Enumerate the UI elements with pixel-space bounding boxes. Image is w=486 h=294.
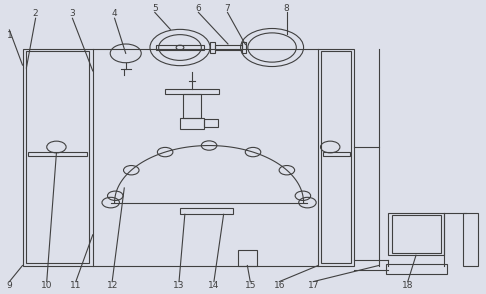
Text: 2: 2 <box>33 9 38 18</box>
Bar <box>26 51 89 263</box>
Bar <box>183 94 201 118</box>
Text: 14: 14 <box>208 281 220 290</box>
Bar <box>156 45 204 51</box>
Text: 10: 10 <box>41 281 52 290</box>
Text: 17: 17 <box>308 281 319 290</box>
Text: 6: 6 <box>195 4 201 13</box>
Bar <box>165 89 219 94</box>
Text: 13: 13 <box>174 281 185 290</box>
Bar <box>242 42 246 53</box>
Bar <box>464 213 478 265</box>
Text: 5: 5 <box>152 4 157 13</box>
Bar <box>323 152 349 156</box>
Text: 15: 15 <box>244 281 256 290</box>
Text: 9: 9 <box>6 281 12 290</box>
Text: 12: 12 <box>106 281 118 290</box>
Bar <box>321 51 350 263</box>
Bar <box>180 208 233 214</box>
Text: 4: 4 <box>112 9 118 18</box>
Bar <box>215 45 242 51</box>
Bar <box>386 264 447 274</box>
Text: 8: 8 <box>284 4 290 13</box>
Bar <box>28 152 87 156</box>
Bar <box>388 213 444 255</box>
Bar <box>22 49 354 265</box>
Text: 7: 7 <box>225 4 230 13</box>
Text: 11: 11 <box>70 281 82 290</box>
Bar <box>392 215 441 253</box>
Bar <box>204 119 218 127</box>
Text: 1: 1 <box>6 31 12 40</box>
Bar <box>210 42 215 53</box>
Bar <box>238 250 257 265</box>
Text: 3: 3 <box>69 9 75 18</box>
Text: 16: 16 <box>274 281 285 290</box>
Text: 18: 18 <box>402 281 414 290</box>
Bar <box>180 118 204 129</box>
